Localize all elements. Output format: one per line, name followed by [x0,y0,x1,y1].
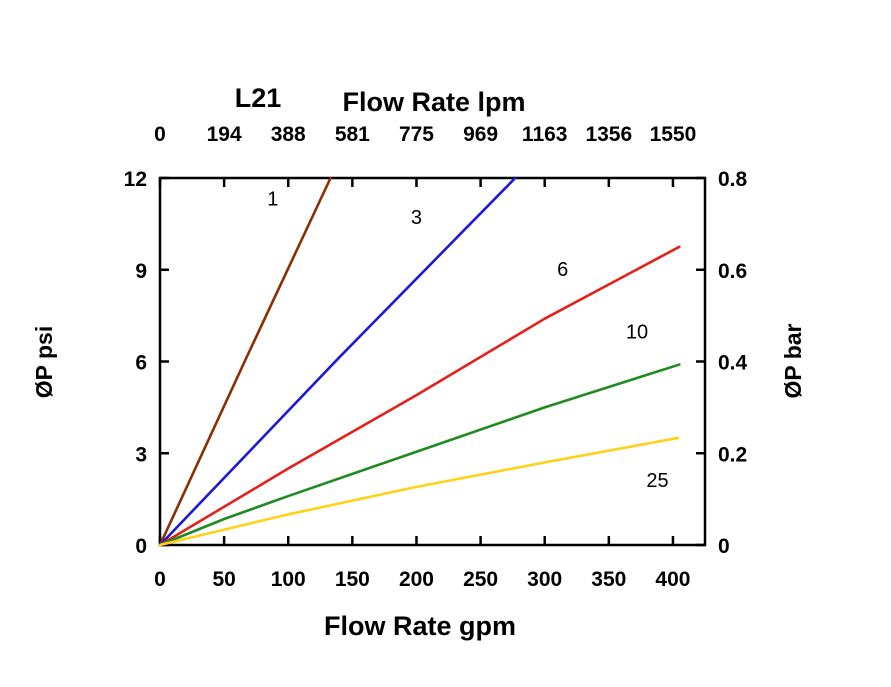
left-tick-label: 12 [124,168,147,191]
series-line-6 [158,245,681,547]
series-line-1 [158,176,332,547]
series-line-25 [158,436,680,547]
right-tick-label: 0.4 [718,352,748,375]
series-label-6: 6 [557,259,568,281]
series-label-3: 3 [411,207,422,229]
bottom-tick-label: 350 [591,568,626,591]
bottom-tick-label: 150 [335,568,370,591]
left-tick-label: 0 [135,535,147,558]
right-tick-label: 0 [718,535,730,558]
right-axis-title: ØP bar [780,323,806,398]
bottom-tick-label: 0 [154,568,166,591]
chart-title-model: L21 [235,83,282,113]
left-tick-label: 9 [135,260,147,283]
bottom-tick-label: 100 [271,568,306,591]
series-label-25: 25 [646,470,668,492]
bottom-tick-label: 400 [655,568,690,591]
right-tick-label: 0.8 [718,168,748,191]
right-tick-label: 0.2 [718,443,747,466]
top-tick-label: 0 [154,123,166,146]
plot-generated: 0050194100388150581200775250969300116335… [124,123,748,591]
left-tick-label: 3 [135,443,147,466]
bottom-tick-label: 200 [399,568,434,591]
top-axis-title: Flow Rate lpm [342,87,525,117]
series-line-3 [158,176,517,547]
bottom-tick-label: 250 [463,568,498,591]
bottom-tick-label: 50 [212,568,235,591]
series-label-1: 1 [267,189,278,211]
right-tick-label: 0.6 [718,260,747,283]
top-tick-label: 1550 [650,123,697,146]
top-tick-label: 775 [399,123,434,146]
top-tick-label: 388 [271,123,306,146]
top-tick-label: 1356 [585,123,632,146]
series-label-10: 10 [626,322,648,344]
top-tick-label: 1163 [522,123,568,146]
bottom-tick-label: 300 [527,568,562,591]
bottom-axis-title: Flow Rate gpm [324,611,516,641]
top-tick-label: 581 [335,123,370,146]
left-tick-label: 6 [135,352,147,375]
left-axis-title: ØP psi [31,326,57,398]
plot-frame [158,176,707,547]
series-line-10 [158,363,681,547]
top-tick-label: 194 [207,123,242,146]
top-tick-label: 969 [463,123,498,146]
